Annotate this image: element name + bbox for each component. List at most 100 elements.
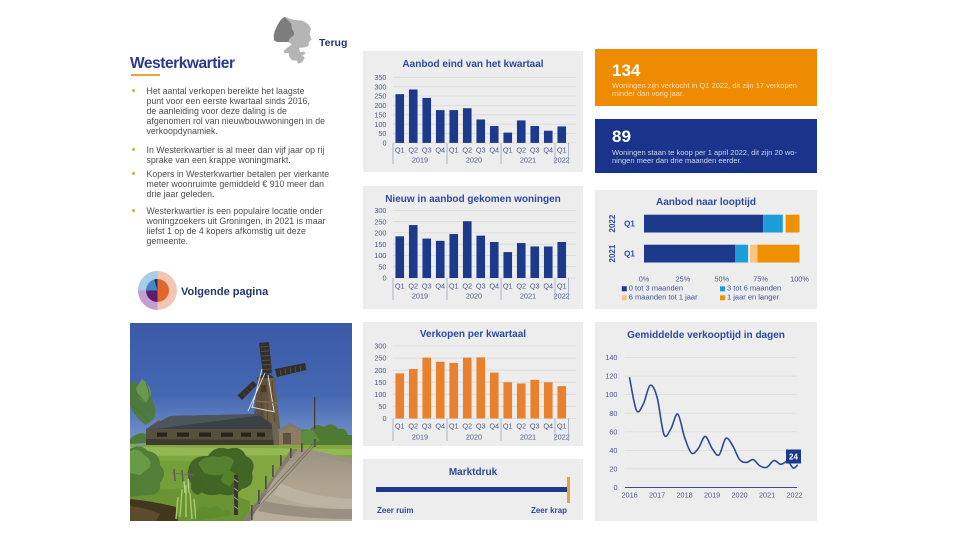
svg-text:2022: 2022 bbox=[554, 433, 570, 442]
svg-text:Q1: Q1 bbox=[557, 146, 567, 155]
svg-text:2018: 2018 bbox=[676, 491, 692, 500]
svg-text:Q1: Q1 bbox=[503, 422, 513, 431]
svg-text:350: 350 bbox=[374, 73, 386, 82]
svg-text:Q1: Q1 bbox=[624, 219, 635, 228]
svg-text:Q2: Q2 bbox=[516, 422, 526, 431]
svg-text:Q3: Q3 bbox=[422, 146, 432, 155]
svg-text:200: 200 bbox=[374, 229, 386, 238]
svg-text:Q3: Q3 bbox=[530, 282, 540, 291]
svg-text:200: 200 bbox=[374, 101, 386, 110]
svg-text:300: 300 bbox=[374, 342, 386, 351]
svg-text:Q2: Q2 bbox=[462, 146, 472, 155]
svg-text:2021: 2021 bbox=[759, 491, 775, 500]
svg-text:Q1: Q1 bbox=[395, 422, 405, 431]
svg-text:Q1: Q1 bbox=[395, 146, 405, 155]
svg-text:2022: 2022 bbox=[554, 156, 570, 165]
svg-text:Q1: Q1 bbox=[557, 422, 567, 431]
svg-text:120: 120 bbox=[605, 372, 617, 381]
svg-text:2019: 2019 bbox=[412, 433, 428, 442]
svg-text:Aanbod naar looptijd: Aanbod naar looptijd bbox=[656, 197, 756, 208]
svg-text:24: 24 bbox=[789, 453, 798, 462]
svg-text:Q4: Q4 bbox=[435, 146, 445, 155]
svg-text:Q1: Q1 bbox=[557, 282, 567, 291]
svg-text:2019: 2019 bbox=[412, 292, 428, 301]
svg-text:Q4: Q4 bbox=[543, 282, 553, 291]
svg-text:2021: 2021 bbox=[608, 244, 617, 262]
svg-text:Q4: Q4 bbox=[489, 282, 499, 291]
svg-text:Q4: Q4 bbox=[435, 422, 445, 431]
svg-text:0%: 0% bbox=[639, 275, 650, 284]
svg-text:Q1: Q1 bbox=[395, 282, 405, 291]
svg-text:Gemiddelde verkooptijd in dage: Gemiddelde verkooptijd in dagen bbox=[627, 330, 785, 341]
svg-text:250: 250 bbox=[374, 92, 386, 101]
svg-text:Q1: Q1 bbox=[449, 146, 459, 155]
svg-text:0: 0 bbox=[613, 483, 617, 492]
svg-text:300: 300 bbox=[374, 206, 386, 215]
svg-text:150: 150 bbox=[374, 378, 386, 387]
svg-text:Q3: Q3 bbox=[476, 422, 486, 431]
svg-text:Q4: Q4 bbox=[543, 422, 553, 431]
svg-text:2020: 2020 bbox=[731, 491, 747, 500]
svg-text:50: 50 bbox=[378, 262, 386, 271]
svg-text:150: 150 bbox=[374, 110, 386, 119]
svg-text:50: 50 bbox=[378, 129, 386, 138]
svg-text:100%: 100% bbox=[790, 275, 809, 284]
svg-text:Q4: Q4 bbox=[489, 422, 499, 431]
svg-text:3 tot 6 maanden: 3 tot 6 maanden bbox=[727, 284, 781, 293]
svg-text:Q3: Q3 bbox=[422, 422, 432, 431]
svg-text:2020: 2020 bbox=[466, 292, 482, 301]
svg-text:20: 20 bbox=[609, 465, 617, 474]
svg-text:Q2: Q2 bbox=[408, 146, 418, 155]
svg-text:Q1: Q1 bbox=[449, 422, 459, 431]
svg-text:Nieuw in aanbod gekomen woning: Nieuw in aanbod gekomen woningen bbox=[385, 194, 561, 205]
svg-text:100: 100 bbox=[605, 390, 617, 399]
svg-text:Q3: Q3 bbox=[476, 282, 486, 291]
svg-text:80: 80 bbox=[609, 409, 617, 418]
svg-text:Q4: Q4 bbox=[543, 146, 553, 155]
svg-text:250: 250 bbox=[374, 217, 386, 226]
svg-text:100: 100 bbox=[374, 120, 386, 129]
svg-text:150: 150 bbox=[374, 240, 386, 249]
svg-text:0: 0 bbox=[382, 414, 386, 423]
svg-text:2020: 2020 bbox=[466, 156, 482, 165]
svg-text:Q3: Q3 bbox=[530, 146, 540, 155]
svg-text:2022: 2022 bbox=[608, 214, 617, 232]
svg-text:2020: 2020 bbox=[466, 433, 482, 442]
svg-text:2016: 2016 bbox=[621, 491, 637, 500]
svg-text:Q2: Q2 bbox=[462, 422, 472, 431]
svg-text:Q3: Q3 bbox=[422, 282, 432, 291]
svg-text:2021: 2021 bbox=[520, 292, 536, 301]
svg-text:100: 100 bbox=[374, 251, 386, 260]
svg-text:200: 200 bbox=[374, 366, 386, 375]
svg-text:2019: 2019 bbox=[704, 491, 720, 500]
svg-text:Q1: Q1 bbox=[449, 282, 459, 291]
svg-text:2017: 2017 bbox=[649, 491, 665, 500]
svg-text:100: 100 bbox=[374, 390, 386, 399]
svg-text:Q3: Q3 bbox=[476, 146, 486, 155]
svg-text:250: 250 bbox=[374, 354, 386, 363]
svg-text:25%: 25% bbox=[676, 275, 691, 284]
svg-text:0: 0 bbox=[382, 139, 386, 148]
svg-text:Q2: Q2 bbox=[408, 282, 418, 291]
svg-text:0: 0 bbox=[382, 274, 386, 283]
svg-text:2019: 2019 bbox=[412, 156, 428, 165]
svg-text:50%: 50% bbox=[714, 275, 729, 284]
svg-text:Q2: Q2 bbox=[462, 282, 472, 291]
svg-text:60: 60 bbox=[609, 427, 617, 436]
svg-text:Q1: Q1 bbox=[503, 282, 513, 291]
svg-text:140: 140 bbox=[605, 353, 617, 362]
svg-text:Q3: Q3 bbox=[530, 422, 540, 431]
svg-text:2021: 2021 bbox=[520, 156, 536, 165]
svg-text:Q1: Q1 bbox=[624, 249, 635, 258]
svg-text:1 jaar en langer: 1 jaar en langer bbox=[727, 293, 780, 302]
svg-text:300: 300 bbox=[374, 82, 386, 91]
svg-text:Q2: Q2 bbox=[408, 422, 418, 431]
svg-text:Q2: Q2 bbox=[516, 146, 526, 155]
svg-text:2021: 2021 bbox=[520, 433, 536, 442]
svg-text:Q4: Q4 bbox=[489, 146, 499, 155]
svg-text:40: 40 bbox=[609, 446, 617, 455]
svg-text:6 maanden tot 1 jaar: 6 maanden tot 1 jaar bbox=[629, 293, 698, 302]
svg-text:2022: 2022 bbox=[786, 491, 802, 500]
svg-text:50: 50 bbox=[378, 402, 386, 411]
svg-text:2022: 2022 bbox=[554, 292, 570, 301]
